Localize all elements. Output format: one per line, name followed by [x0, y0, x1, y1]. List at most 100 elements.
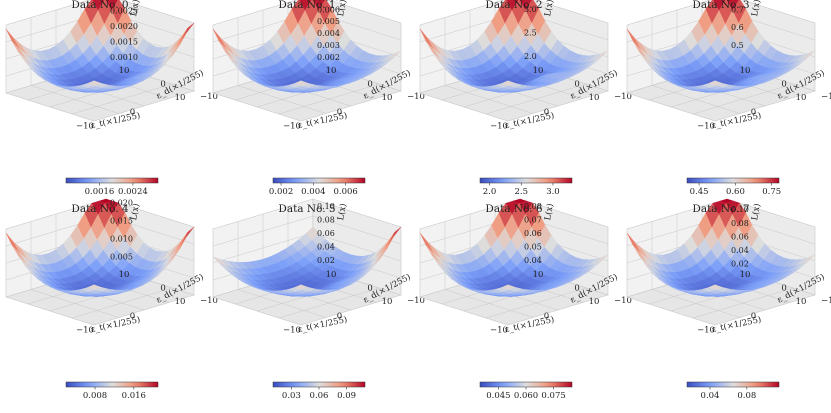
z-tick-label: 0.005: [317, 17, 340, 26]
colorbar-tick-label: 0.09: [337, 391, 356, 401]
y-tick-label: −10: [200, 296, 218, 306]
grid-line: [212, 215, 402, 247]
colorbar: [479, 177, 573, 184]
z-tick-label: 0.007: [317, 0, 340, 2]
y-tick-label: −10: [407, 296, 425, 306]
z-tick-label: 0.7: [731, 5, 744, 14]
z-tick-label: 0.04: [317, 243, 335, 252]
x-tick-label: 0: [337, 311, 342, 321]
colorbar-tick-label: 0.03: [282, 391, 301, 401]
colorbar-tick-label: 0.045: [486, 391, 510, 401]
z-axis-label: L(x): [749, 203, 763, 222]
colorbar-tick-label: 0.04: [701, 391, 720, 401]
x-tick-label: 0: [337, 107, 342, 117]
z-tick-label: 0.0025: [110, 6, 138, 15]
surface-patch: [294, 284, 309, 291]
colorbar-tick-label: 0.008: [83, 391, 107, 401]
z-tick-label: 0.05: [524, 243, 542, 252]
y-tick-label: 10: [533, 270, 544, 280]
y-tick-label: 0: [781, 79, 786, 89]
subplot-title: Data No. 5: [278, 203, 335, 215]
z-axis-label: L(x): [128, 0, 142, 17]
y-tick-label: 0: [367, 79, 372, 89]
x-tick-label: 0: [751, 107, 756, 117]
surface-patch: [87, 284, 102, 291]
z-tick-label: 0.0015: [110, 37, 138, 46]
z-tick-label: 0.003: [317, 41, 340, 50]
colorbar: [65, 177, 159, 184]
y-tick-label: −10: [614, 296, 632, 306]
z-tick-label: 0.5: [731, 41, 744, 50]
z-tick-label: 0.020: [110, 199, 133, 208]
y-tick-label: 10: [326, 270, 337, 280]
z-tick-label: 0.015: [110, 216, 133, 225]
z-tick-label: 0.08: [524, 202, 542, 211]
y-tick-label: 10: [326, 66, 337, 76]
z-tick-label: 0.02: [731, 260, 749, 269]
colorbar-tick-label: 0.004: [301, 187, 325, 197]
z-axis-label: L(x): [542, 0, 556, 17]
subplot-title: Data No. 0: [71, 0, 128, 11]
z-tick-label: 0.006: [317, 5, 340, 14]
y-tick-label: −10: [407, 92, 425, 102]
y-tick-label: 10: [533, 66, 544, 76]
z-tick-label: 0.010: [110, 234, 133, 243]
z-axis-label: L(x): [749, 0, 763, 17]
colorbar-tick-label: 0.060: [514, 391, 538, 401]
z-tick-label: 0.04: [731, 246, 749, 255]
surface-patch: [501, 80, 516, 87]
z-tick-label: 0.06: [731, 232, 749, 241]
x-tick-label: 0: [751, 311, 756, 321]
y-tick-label: −10: [821, 92, 831, 102]
z-tick-label: 0.004: [317, 29, 340, 38]
z-tick-label: 0.07: [524, 215, 542, 224]
subplot-title: Data No. 4: [71, 203, 128, 215]
colorbar-tick-label: 0.0024: [118, 187, 148, 197]
colorbar: [65, 381, 159, 388]
y-tick-label: 0: [160, 79, 165, 89]
z-tick-label: 0.06: [524, 229, 542, 238]
y-tick-label: 0: [367, 283, 372, 293]
subplot-title: Data No. 2: [485, 0, 542, 11]
colorbar-tick-label: 0.006: [333, 187, 357, 197]
colorbar-tick-label: 2.0: [483, 187, 497, 197]
colorbar-tick-label: 3.0: [546, 187, 560, 197]
colorbar: [686, 177, 780, 184]
subplot-title: Data No. 7: [692, 203, 749, 215]
z-tick-label: 0.02: [317, 256, 335, 265]
x-tick-label: −10: [76, 326, 94, 336]
z-tick-label: 0.002: [317, 53, 340, 62]
y-tick-label: 0: [574, 283, 579, 293]
surface-patch: [87, 80, 102, 87]
colorbar-tick-label: 0.60: [726, 187, 745, 197]
z-tick-label: 3.0: [524, 5, 537, 14]
colorbar: [272, 177, 366, 184]
y-tick-label: 10: [740, 66, 751, 76]
x-tick-label: 0: [544, 107, 549, 117]
z-tick-label: 0.0020: [110, 22, 138, 31]
x-tick-label: 10: [175, 297, 186, 307]
colorbar-tick-label: 0.45: [690, 187, 709, 197]
colorbar-tick-label: 0.016: [122, 391, 146, 401]
x-tick-label: 0: [130, 311, 135, 321]
x-tick-label: −10: [697, 122, 715, 132]
colorbar-tick-label: 0.002: [269, 187, 293, 197]
x-tick-label: −10: [283, 326, 301, 336]
subplot-3: Data No. 3−10010ε_t(×1/255)−10010ε_d(×1/…: [625, 0, 831, 197]
x-tick-label: 10: [589, 297, 600, 307]
z-tick-label: 0.08: [317, 215, 335, 224]
colorbar: [479, 381, 573, 388]
surface-patch: [294, 80, 309, 87]
surface-patch: [708, 80, 723, 87]
x-tick-label: −10: [76, 122, 94, 132]
z-tick-label: 0.10: [731, 205, 749, 214]
y-tick-label: −10: [200, 92, 218, 102]
x-tick-label: 10: [382, 297, 393, 307]
surface-patch: [708, 284, 723, 291]
